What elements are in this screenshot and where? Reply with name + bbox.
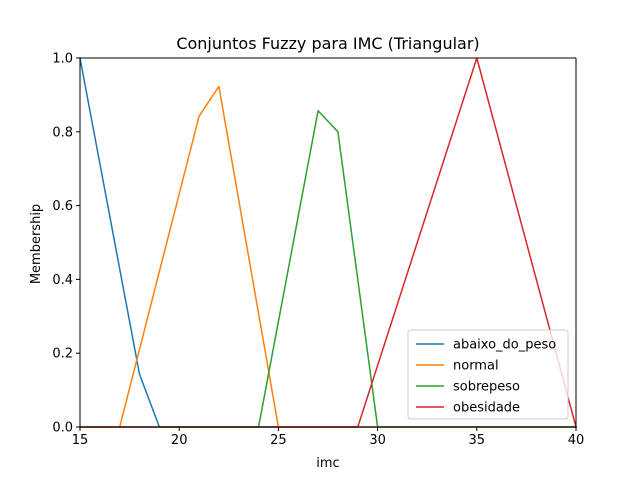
y-tick-label: 0.2 [52,347,73,362]
x-tick-label: 25 [270,433,287,448]
y-tick-label: 1.0 [52,52,73,67]
y-axis-label: Membership [29,204,44,284]
chart-title: Conjuntos Fuzzy para IMC (Triangular) [176,34,479,53]
legend-label-sobrepeso: sobrepeso [453,380,520,395]
legend-label-normal: normal [453,359,499,374]
y-tick-label: 0.8 [52,125,73,140]
x-tick-label: 40 [568,433,585,448]
x-tick-label: 20 [171,433,188,448]
y-tick-label: 0.6 [52,199,73,214]
y-tick-label: 0.4 [52,273,73,288]
legend-label-abaixo-do-peso: abaixo_do_peso [453,338,556,353]
legend-box [407,329,569,420]
x-axis-label: imc [316,456,339,471]
legend-label-obesidade: obesidade [453,401,520,416]
x-tick-label: 30 [369,433,386,448]
y-tick-label: 0.0 [52,421,73,436]
plot-area: 15 20 25 30 35 40 0.0 0.2 0.4 0.6 0.8 1.0 [52,52,584,449]
x-tick-label: 15 [72,433,89,448]
x-tick-label: 35 [469,433,486,448]
